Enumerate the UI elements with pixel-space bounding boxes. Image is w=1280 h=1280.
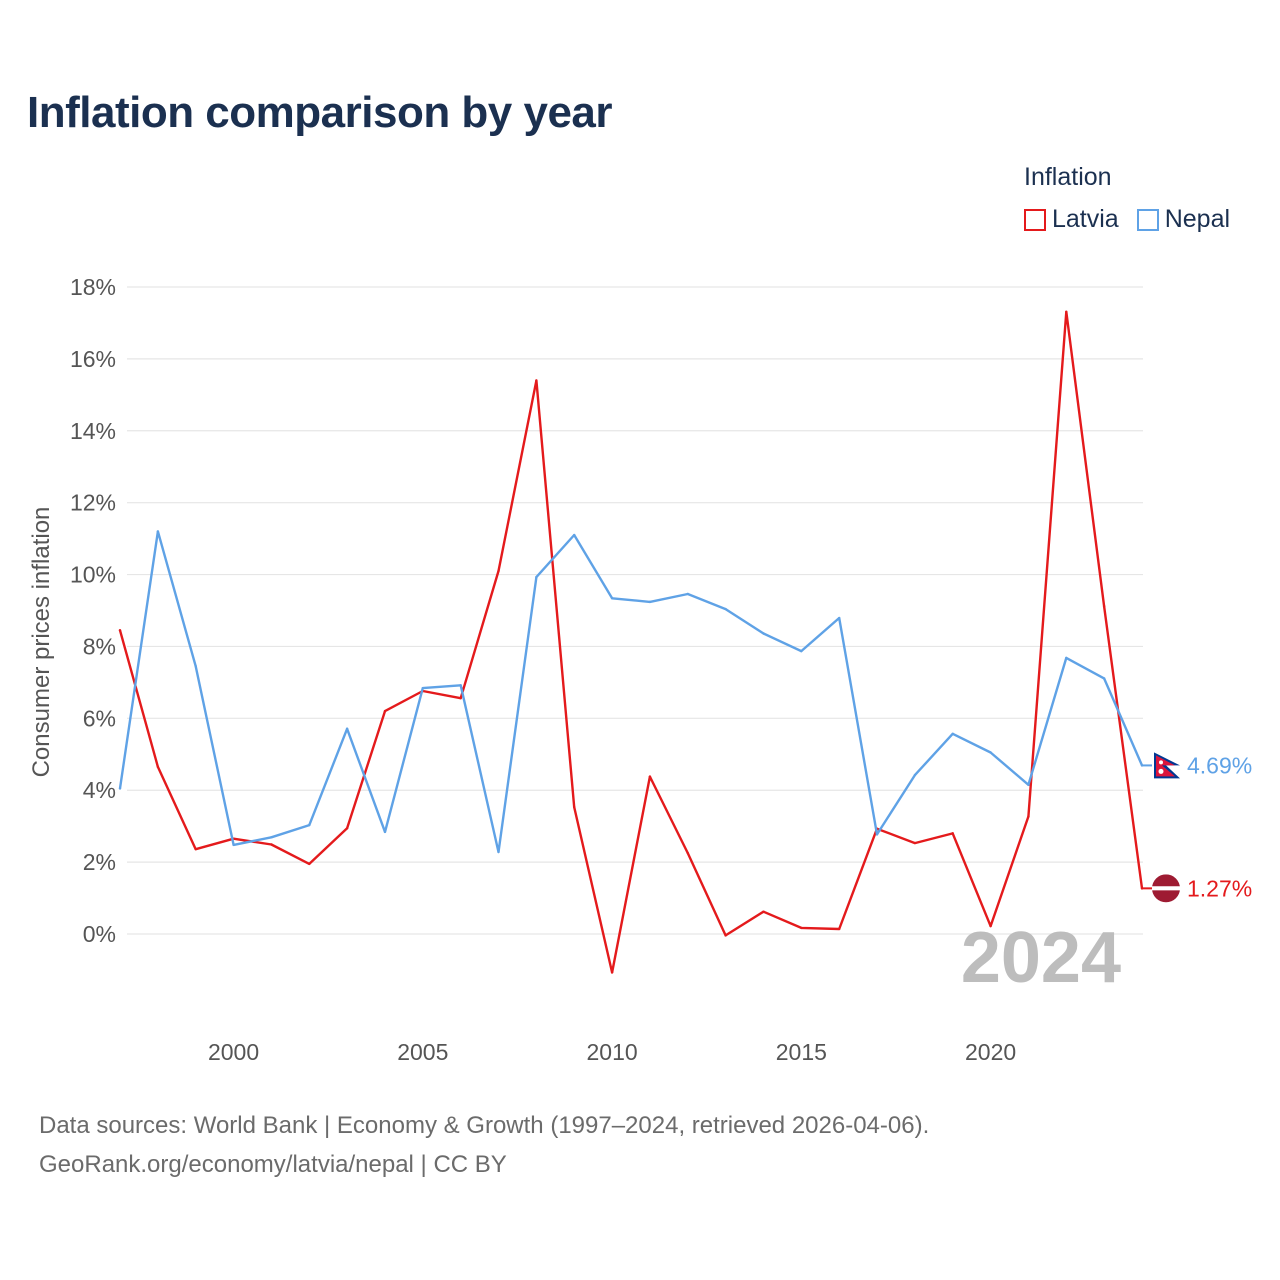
legend-item-latvia[interactable]: Latvia [1024, 205, 1119, 234]
data-point-latvia-2012 [686, 851, 689, 855]
x-tick-label-2015: 2015 [776, 1039, 827, 1065]
year-watermark: 2024 [961, 918, 1121, 998]
end-label-nepal: 4.69% [1187, 752, 1252, 778]
y-tick-label-16: 16% [70, 346, 116, 372]
nepal-flag-icon [1152, 751, 1180, 780]
latvia-flag-icon [1152, 874, 1180, 903]
data-point-latvia-2019 [951, 832, 954, 835]
data-point-nepal-2014 [762, 632, 765, 635]
data-point-nepal-2022 [1065, 656, 1068, 660]
data-point-latvia-2008 [535, 379, 538, 382]
x-tick-label-2010: 2010 [586, 1039, 637, 1065]
legend-item-nepal[interactable]: Nepal [1136, 205, 1231, 234]
data-point-nepal-2002 [308, 823, 311, 827]
data-point-latvia-1997 [118, 629, 122, 632]
data-point-latvia-2011 [648, 775, 652, 778]
legend-label-nepal: Nepal [1164, 205, 1231, 233]
chart-title: Inflation comparison by year [27, 88, 613, 137]
data-point-nepal-2005 [421, 686, 425, 690]
series-line-latvia [118, 310, 1144, 974]
data-point-nepal-2023 [1102, 677, 1106, 680]
data-point-nepal-1998 [156, 530, 160, 533]
x-tick-label-2005: 2005 [397, 1039, 448, 1065]
data-point-nepal-2012 [686, 592, 689, 596]
data-point-latvia-1998 [156, 765, 160, 769]
data-point-nepal-2006 [459, 684, 462, 687]
data-point-nepal-2008 [535, 575, 538, 579]
data-point-latvia-2006 [459, 697, 462, 700]
y-tick-label-12: 12% [70, 490, 116, 516]
data-point-latvia-2015 [800, 926, 803, 930]
y-tick-label-6: 6% [83, 705, 116, 731]
y-tick-label-10: 10% [70, 562, 116, 588]
data-point-nepal-2010 [610, 597, 614, 600]
data-point-nepal-2003 [345, 727, 349, 730]
data-point-nepal-2018 [913, 773, 917, 777]
data-point-nepal-2017 [875, 833, 879, 836]
data-point-latvia-2020 [989, 924, 992, 928]
data-point-nepal-2000 [232, 843, 235, 847]
data-point-latvia-2016 [837, 927, 841, 931]
data-point-latvia-2013 [724, 934, 727, 937]
legend: Latvia Nepal [1024, 205, 1230, 234]
data-point-latvia-2014 [762, 910, 765, 913]
data-point-nepal-1999 [194, 665, 197, 668]
footer: Data sources: World Bank | Economy & Gro… [39, 1106, 929, 1184]
y-tick-label-18: 18% [70, 274, 116, 300]
footer-credit[interactable]: GeoRank.org/economy/latvia/nepal | CC BY [39, 1151, 507, 1178]
data-point-latvia-1999 [194, 847, 197, 851]
data-point-nepal-2009 [573, 533, 576, 537]
legend-swatch-nepal [1136, 208, 1159, 231]
data-point-latvia-2004 [383, 709, 387, 713]
data-point-latvia-2022 [1065, 310, 1068, 314]
data-point-latvia-2007 [497, 569, 500, 573]
y-tick-label-0: 0% [83, 921, 116, 947]
y-tick-label-2: 2% [83, 849, 116, 875]
data-point-nepal-2013 [724, 607, 727, 611]
footer-source: Data sources: World Bank | Economy & Gro… [39, 1112, 930, 1139]
data-point-latvia-2003 [345, 827, 349, 830]
data-point-latvia-2009 [573, 805, 576, 809]
data-point-nepal-1997 [118, 787, 122, 790]
y-tick-label-14: 14% [70, 418, 116, 444]
legend-label-latvia: Latvia [1052, 205, 1119, 233]
x-tick-label-2000: 2000 [208, 1039, 259, 1065]
data-point-nepal-2015 [800, 649, 803, 653]
data-point-latvia-2002 [308, 862, 311, 866]
data-point-nepal-2001 [270, 836, 273, 839]
y-tick-label-4: 4% [83, 777, 116, 803]
data-point-nepal-2020 [989, 751, 992, 754]
data-point-latvia-2021 [1027, 815, 1030, 818]
series-line-nepal [118, 530, 1144, 854]
data-point-latvia-2010 [610, 971, 614, 974]
x-tick-label-2020: 2020 [965, 1039, 1016, 1065]
data-point-nepal-2004 [383, 830, 387, 834]
data-point-nepal-2011 [648, 600, 652, 604]
data-point-nepal-2007 [497, 850, 500, 854]
data-point-latvia-2018 [913, 841, 917, 845]
data-point-nepal-2021 [1027, 783, 1030, 787]
end-label-latvia: 1.27% [1187, 875, 1252, 901]
legend-swatch-latvia [1024, 208, 1046, 231]
legend-title: Inflation [1024, 163, 1112, 191]
data-point-nepal-2019 [951, 732, 954, 735]
data-point-latvia-2001 [270, 843, 273, 846]
chart-plot-area: 0% 2% 4% 6% 8% 10% 12% 14% 16% 18% 2000 2005 2010 201… [70, 274, 1252, 1065]
data-point-latvia-2023 [1102, 604, 1106, 608]
y-tick-label-8: 8% [83, 633, 116, 659]
data-point-nepal-2016 [837, 616, 841, 620]
